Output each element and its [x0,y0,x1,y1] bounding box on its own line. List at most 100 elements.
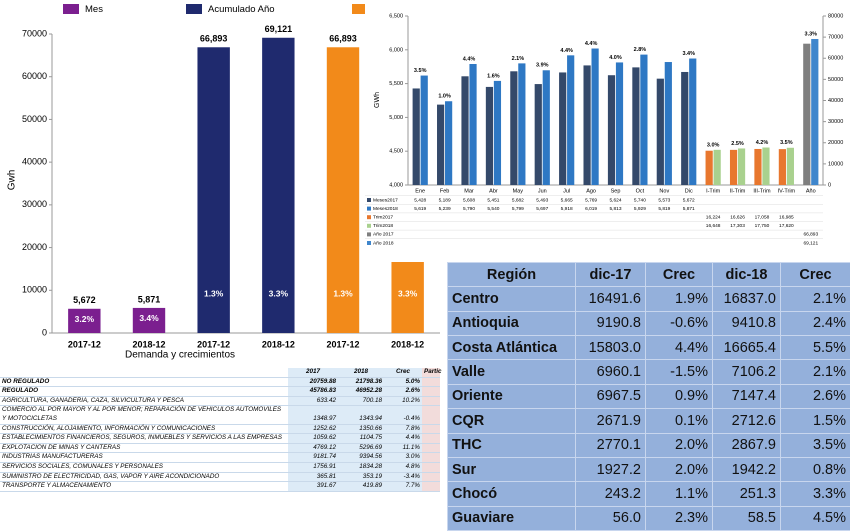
value-cell: 5296.69 [338,443,384,454]
x-tick-label: May [513,188,524,194]
header-cell: dic-18 [712,261,781,288]
value-cell: 1.1% [645,481,713,507]
bar [493,80,502,185]
x-tick-label: 2018-12 [391,339,424,349]
y-tick-label: 6,500 [389,13,403,19]
bar [542,70,550,185]
bar [803,43,811,185]
sector-name: SUMINISTRO DE ELECTRICIDAD, GAS, VAPOR Y… [0,472,288,483]
table-row: EXPLOTACION DE MINAS Y CANTERAS 4769.12 52… [0,443,440,454]
bar [412,88,420,185]
value-cell: 9190.8 [575,310,646,337]
bar [437,104,445,185]
bar [640,54,648,185]
legend-swatch [367,198,371,202]
bar [778,149,786,185]
value-cell: 9181.74 [288,452,338,463]
bar [681,71,689,185]
value-cell: 7.7% [384,481,422,492]
bar [705,150,713,185]
legend-label: Mes [85,4,103,15]
table-value: 5,189 [439,197,451,203]
bar [737,148,746,185]
y2-tick-label: 70000 [828,35,843,41]
table-value: 16,985 [779,214,794,220]
growth-label: 2.5% [731,141,744,147]
y-tick-label: 20000 [22,242,47,252]
x-tick-label: Dic [685,188,693,194]
table-row: INDUSTRIAS MANUFACTURERAS 9181.74 9394.56 3… [0,452,440,463]
growth-label: 1.0% [438,94,451,100]
x-tick-label: 2017-12 [68,339,101,349]
table-row: CQR 2671.9 0.1% 2712.6 1.5% [447,408,850,434]
y-tick-label: 6,000 [389,47,403,53]
y-tick-label: 0 [42,327,47,337]
value-cell: 3.0% [384,452,422,463]
legend-label: Año 2018 [373,240,394,246]
value-cell: 1252.62 [288,424,338,435]
header-cell: dic-17 [575,261,646,288]
x-tick-label: 2018-12 [262,339,295,349]
pct-label: 1.3% [204,288,224,298]
empty-cell [422,481,440,492]
bar [420,75,428,185]
value-cell: 46952.28 [338,386,384,397]
value-label: 66,893 [200,34,228,44]
table-value: 16,626 [730,214,745,220]
y2-tick-label: 40000 [828,98,843,104]
x-tick-label: Año [806,188,816,194]
monthly-chart: GWh 4,000 4,500 5,000 5,500 6,000 6,500 0 10000… [365,0,850,262]
value-cell: 7.8% [384,424,422,435]
value-cell: 353.19 [338,472,384,483]
table-value: 17,303 [730,223,745,229]
bar [445,101,453,185]
value-cell: 419.89 [338,481,384,492]
x-tick-label: III-Trim [753,188,771,194]
table-value: 5,428 [414,197,426,203]
table-row: Antioquia 9190.8 -0.6% 9410.8 2.4% [447,310,850,337]
header-cell: Partic [422,368,442,378]
table-value: 5,608 [463,197,475,203]
value-cell: 2.4% [780,310,850,337]
legend-label: Trim2017 [373,214,393,220]
empty-cell [422,424,440,435]
value-cell: 4.5% [780,505,850,531]
x-tick-label: Jul [563,188,570,194]
empty-cell [422,472,440,483]
value-cell: 1.5% [780,408,850,434]
region-name: CQR [447,408,576,434]
value-cell: 1104.75 [338,433,384,444]
growth-label: 4.0% [609,55,622,61]
empty-cell [422,405,440,425]
bar [132,307,166,333]
legend-swatch [367,206,371,211]
header-cell: Crec [645,261,713,288]
y-axis-title: GWh [374,92,381,108]
bar [607,75,616,185]
region-name: Centro [447,286,576,312]
value-cell: 2770.1 [575,432,646,458]
value-label: 66,893 [329,34,357,44]
header-cell: 2017 [288,368,338,378]
x-tick-label: 2017-12 [326,339,359,349]
legend-swatch [63,4,79,14]
y-tick-label: 40000 [22,157,47,167]
value-cell: 4769.12 [288,443,338,454]
x-tick-label: Abr [489,188,498,194]
value-cell: 45786.83 [288,386,338,397]
empty-cell [422,443,440,454]
y-tick-label: 60000 [22,71,47,81]
table-value: 5,672 [683,197,695,203]
value-cell: 11.1% [384,443,422,454]
y2-tick-label: 0 [828,182,831,188]
table-value: 5,665 [561,197,573,203]
value-cell: 2.3% [645,505,713,531]
value-cell: 7147.4 [712,383,781,410]
legend-label: Meses2018 [373,206,398,212]
value-cell: 4.8% [384,462,422,473]
table-row: Centro 16491.6 1.9% 16837.0 2.1% [447,286,850,312]
bar [262,37,295,334]
growth-label: 2.1% [512,56,525,62]
y2-tick-label: 20000 [828,140,843,146]
